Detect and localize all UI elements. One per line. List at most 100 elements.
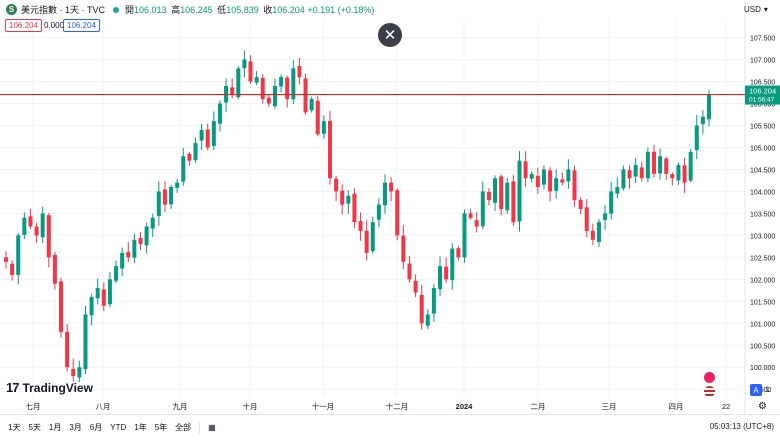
candle-body [670, 174, 675, 179]
candle-body [651, 151, 656, 174]
candle-body [211, 121, 216, 146]
candle-body [279, 77, 284, 87]
candle-body [511, 181, 516, 223]
range-1d[interactable]: 1天 [8, 423, 21, 432]
event-icon[interactable] [704, 372, 715, 383]
auto-scale-button[interactable]: A [750, 384, 762, 396]
calendar-icon[interactable]: ▦ [208, 423, 216, 432]
candle-body [596, 222, 601, 242]
candle-body [28, 216, 33, 227]
candle-body [548, 170, 553, 192]
candle-body [444, 266, 449, 280]
x-tick-label: 十月 [243, 401, 258, 411]
candle-body [16, 235, 21, 275]
candle-body [205, 129, 210, 148]
candle-body [199, 129, 204, 141]
candle-body [230, 87, 235, 95]
candle-body [407, 263, 412, 280]
candle-body [34, 226, 39, 236]
y-tick-label: 100.500 [750, 343, 775, 350]
candle-body [52, 254, 57, 284]
candle-body [383, 182, 388, 206]
candle-body [664, 158, 669, 174]
candle-body [89, 296, 94, 316]
candle-body [65, 331, 70, 368]
y-tick-label: 105.000 [750, 145, 775, 152]
candle-body [529, 173, 534, 179]
gear-icon[interactable]: ⚙ [758, 401, 767, 412]
candle-body [40, 213, 45, 238]
candle-body [707, 94, 711, 120]
y-tick-label: 105.500 [750, 123, 775, 130]
candle-body [352, 193, 357, 223]
candle-body [554, 178, 559, 191]
candle-body [242, 59, 247, 69]
y-tick-label: 107.500 [750, 36, 775, 43]
candle-body [272, 85, 277, 107]
candle-body [4, 257, 8, 262]
candle-body [77, 367, 82, 378]
candle-body [346, 195, 351, 204]
candle-body [462, 213, 467, 258]
currency-selector[interactable]: USD ▾ [744, 5, 768, 14]
tradingview-logo: 17 TradingView [6, 380, 93, 395]
range-5d[interactable]: 5天 [28, 423, 41, 432]
candle-body [584, 207, 589, 231]
range-3m[interactable]: 3月 [69, 423, 82, 432]
range-ytd[interactable]: YTD [110, 423, 127, 432]
clock-time[interactable]: 05:03:13 (UTC+8) [709, 422, 774, 431]
range-1y[interactable]: 1年 [134, 423, 147, 432]
candle-body [578, 199, 583, 209]
candle-body [450, 248, 455, 281]
log-scale-button[interactable]: L [766, 385, 771, 394]
candle-body [10, 263, 15, 275]
x-tick-label: 三月 [602, 402, 617, 411]
us-flag-icon[interactable] [704, 386, 715, 397]
candle-body [658, 156, 663, 174]
range-5y[interactable]: 5年 [154, 423, 168, 432]
candle-body [193, 143, 198, 161]
candle-body [22, 217, 27, 235]
candle-body [101, 289, 106, 306]
candle-body [517, 160, 522, 222]
candle-body [493, 178, 498, 203]
close-button[interactable]: ✕ [378, 23, 402, 47]
candle-body [132, 239, 137, 258]
candle-body [639, 167, 644, 179]
candle-body [682, 165, 687, 183]
candle-body [609, 191, 614, 214]
candle-body [309, 99, 314, 111]
y-tick-label: 101.500 [750, 299, 775, 306]
x-tick-label: 七月 [26, 402, 41, 411]
candle-body [700, 116, 705, 125]
candle-body [95, 288, 100, 299]
range-all[interactable]: 全部 [175, 423, 192, 432]
symbol-title[interactable]: 美元指數 · 1天 · TVC [21, 5, 106, 15]
buy-price-box[interactable]: 106.204 [63, 19, 100, 32]
range-1m[interactable]: 1月 [48, 423, 62, 432]
currency-label: USD [744, 5, 761, 14]
candle-body [523, 161, 528, 179]
candle-body [340, 190, 345, 205]
candle-body [303, 78, 308, 113]
candle-body [46, 215, 51, 258]
x-tick-label: 十二月 [386, 401, 409, 411]
candle-body [535, 175, 540, 188]
y-tick-label: 106.000 [750, 102, 775, 109]
candle-body [266, 97, 271, 104]
y-tick-label: 102.500 [750, 255, 775, 262]
price-chart[interactable]: 107.500 107.000 106.500 106.000 105.500 105.0… [0, 0, 780, 414]
y-tick-label: 106.500 [750, 80, 775, 87]
candle-body [169, 187, 174, 205]
sell-price-box[interactable]: 106.204 [5, 19, 42, 32]
x-tick-label: 九月 [173, 402, 188, 411]
candle-body [688, 151, 693, 181]
candle-body [126, 252, 131, 258]
candle-body [541, 169, 546, 185]
candle-body [291, 68, 296, 100]
symbol-icon[interactable]: S [6, 4, 17, 15]
candle-body [114, 266, 119, 281]
candle-body [621, 169, 626, 189]
candle-body [645, 151, 650, 179]
range-6m[interactable]: 6月 [89, 423, 103, 432]
